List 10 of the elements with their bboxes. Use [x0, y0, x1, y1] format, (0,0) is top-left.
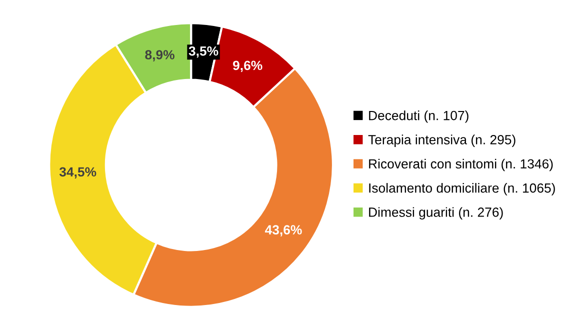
- data-label: 9,6%: [233, 60, 262, 72]
- legend-label: Dimessi guariti (n. 276): [369, 207, 503, 220]
- legend-label: Isolamento domiciliare (n. 1065): [369, 183, 555, 196]
- data-label: 34,5%: [59, 167, 96, 178]
- legend-label: Terapia intensiva (n. 295): [368, 134, 516, 147]
- legend-label: Deceduti (n. 107): [369, 110, 468, 123]
- data-label: 3,5%: [188, 46, 218, 58]
- data-label: 8,9%: [145, 50, 174, 62]
- data-label: 43,6%: [264, 225, 302, 236]
- legend-label: Ricoverati con sintomi (n. 1346): [369, 158, 553, 172]
